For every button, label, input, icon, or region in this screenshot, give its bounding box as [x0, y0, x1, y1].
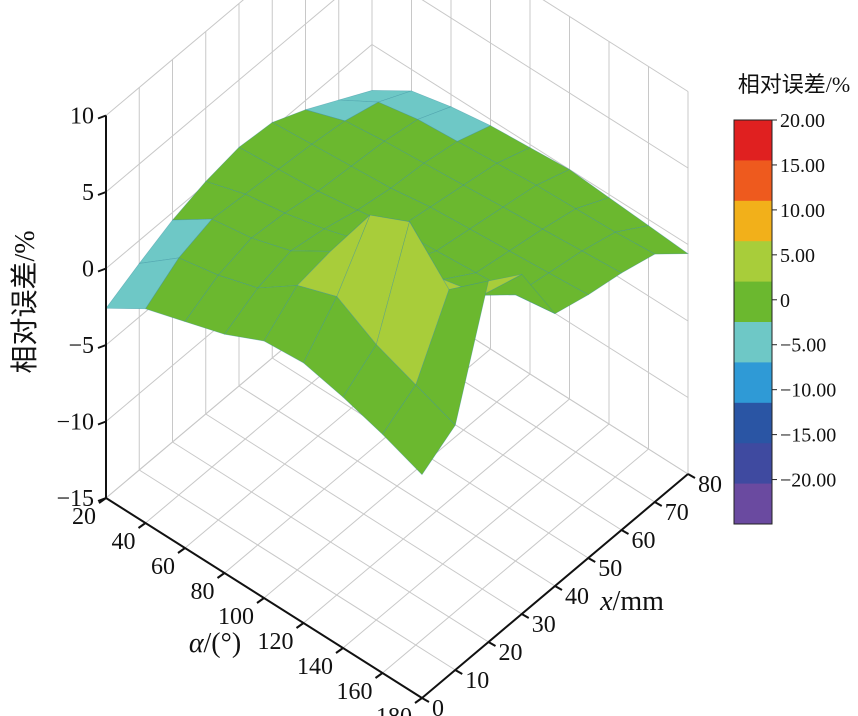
colorbar-level — [734, 322, 772, 363]
alpha-tick-label: 40 — [112, 529, 136, 555]
x-tick-mark — [621, 529, 629, 535]
alpha-tick-label: 140 — [297, 654, 333, 680]
x-tick-label: 10 — [465, 668, 489, 694]
alpha-tick-label: 60 — [151, 554, 175, 580]
alpha-axis-unit: /(°) — [204, 628, 242, 659]
x-tick-label: 70 — [665, 500, 689, 526]
colorbar-level — [734, 120, 772, 161]
surface-cell — [382, 384, 456, 476]
z-tick-label: −5 — [68, 333, 94, 359]
alpha-axis-var: α — [189, 628, 205, 659]
floor-grid-line-alpha — [263, 373, 531, 599]
z-tick-mark — [97, 267, 107, 273]
x-tick-label: 30 — [532, 612, 556, 638]
z-tick-mark — [97, 420, 107, 426]
colorbar-level — [734, 281, 772, 323]
x-tick-label: 0 — [432, 696, 444, 716]
colorbar-level — [734, 241, 772, 283]
x-tick-mark — [587, 557, 596, 563]
floor-grid-line-alpha — [342, 423, 610, 649]
ticks-layer: 1050−5−10−152040608010012014016018001020… — [56, 104, 722, 716]
colorbar-tick-label: 10.00 — [780, 200, 825, 222]
x-tick-label: 80 — [698, 472, 722, 498]
z-tick-mark — [97, 344, 107, 349]
alpha-tick-mark — [335, 647, 344, 654]
x-tick-mark — [488, 641, 496, 647]
alpha-tick-label: 20 — [72, 504, 96, 530]
x-tick-mark — [687, 473, 696, 479]
x-axis-title: x/mm — [599, 586, 664, 617]
alpha-tick-label: 80 — [191, 579, 215, 605]
colorbar-frame — [733, 119, 773, 525]
z-tick-label: 0 — [82, 257, 94, 283]
alpha-axis-title: α/(°) — [189, 628, 241, 659]
z-tick-label: −10 — [56, 410, 94, 436]
colorbar: 相对误差/% 20.00 15.00 10.00 5.00 0 −5.00 −10.00 −1… — [733, 72, 850, 525]
alpha-tick-mark — [414, 697, 423, 704]
z-tick-label: −15 — [56, 486, 94, 512]
alpha-tick-mark — [137, 522, 147, 529]
x-axis-var: x — [599, 586, 613, 617]
colorbar-title: 相对误差/% — [738, 72, 850, 97]
x-tick-label: 20 — [499, 640, 523, 666]
alpha-tick-mark — [216, 572, 226, 579]
alpha-tick-mark — [295, 622, 305, 629]
floor-grid-line-alpha — [382, 448, 649, 674]
x-tick-mark — [421, 697, 430, 703]
colorbar-level — [734, 160, 772, 202]
x-tick-mark — [654, 501, 663, 507]
z-tick-label: 10 — [70, 104, 94, 130]
z-axis-title: 相对误差/% — [9, 230, 41, 373]
surface-layer — [105, 90, 689, 476]
colorbar-level — [734, 402, 772, 444]
floor-grid-line-alpha — [303, 398, 570, 624]
x-axis-unit: /mm — [613, 586, 665, 617]
x-tick-mark — [521, 613, 530, 619]
colorbar-level — [734, 483, 772, 525]
alpha-tick-label: 160 — [337, 679, 373, 705]
alpha-tick-mark — [98, 497, 107, 504]
left-wall-grid-horizontal — [105, 0, 244, 116]
x-tick-mark — [454, 669, 463, 675]
alpha-tick-label: 120 — [258, 629, 294, 655]
x-tick-label: 40 — [565, 584, 589, 610]
colorbar-tick-label: 15.00 — [780, 155, 825, 177]
z-tick-label: 5 — [82, 180, 94, 206]
alpha-tick-mark — [256, 597, 265, 604]
colorbar-tick-label: −20.00 — [780, 470, 836, 492]
alpha-tick-mark — [177, 547, 186, 554]
colorbar-level — [734, 362, 772, 404]
right-wall-grid-horizontal — [542, 0, 689, 92]
colorbar-tick-label: 20.00 — [780, 110, 825, 132]
right-wall-grid-horizontal — [371, 44, 689, 245]
left-wall-grid-horizontal — [105, 0, 335, 193]
x-tick-mark — [554, 585, 563, 591]
x-tick-label: 50 — [598, 556, 622, 582]
z-tick-mark — [97, 114, 107, 120]
colorbar-level — [734, 443, 772, 485]
z-tick-mark — [97, 191, 107, 196]
alpha-tick-label: 180 — [376, 704, 412, 716]
alpha-tick-mark — [374, 672, 384, 679]
colorbar-tick-label: −10.00 — [780, 380, 836, 402]
colorbar-tick-label: 0 — [780, 290, 790, 312]
x-tick-label: 60 — [632, 528, 656, 554]
colorbar-level — [734, 200, 772, 242]
colorbar-tick-label: 5.00 — [780, 245, 815, 267]
right-wall-grid-horizontal — [421, 0, 689, 169]
alpha-tick-label: 100 — [218, 604, 254, 630]
colorbar-tick-label: −15.00 — [780, 425, 836, 447]
colorbar-tick-label: −5.00 — [780, 335, 826, 357]
